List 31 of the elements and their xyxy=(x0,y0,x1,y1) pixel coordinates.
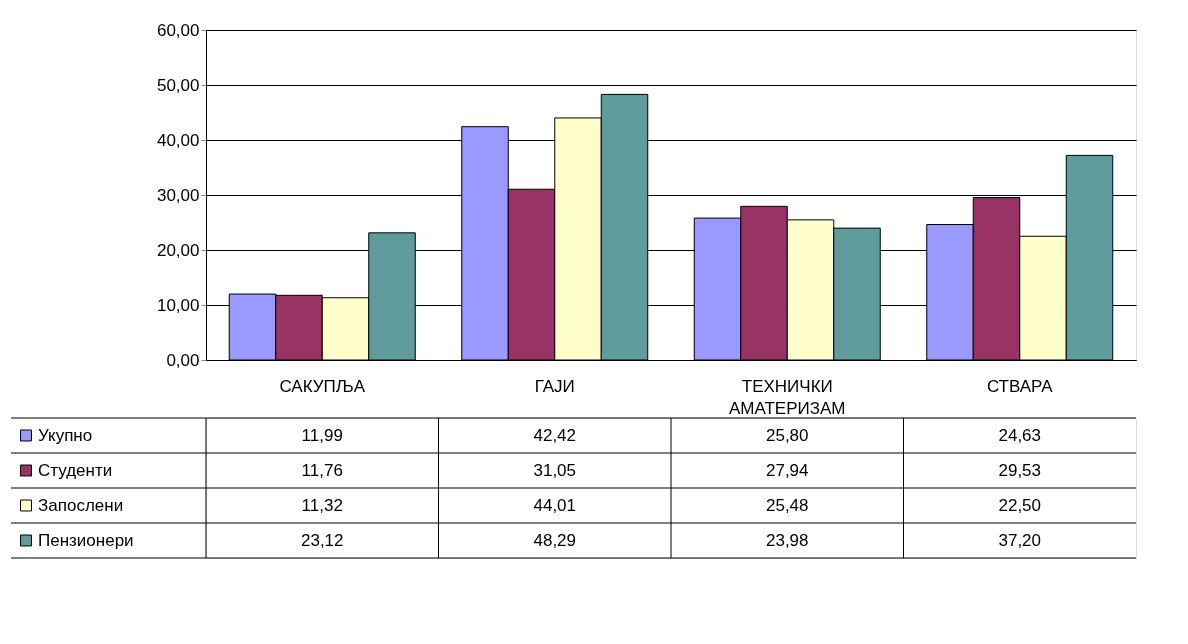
y-tick-label: 60,00 xyxy=(156,20,200,40)
data-label: 23,12 xyxy=(300,530,344,550)
data-label: 44,01 xyxy=(533,495,577,515)
data-label: 23,98 xyxy=(765,530,809,550)
data-label: 11,32 xyxy=(301,495,343,515)
legend-label: Укупно xyxy=(38,425,93,445)
data-label: 29,53 xyxy=(998,460,1042,480)
y-tick-label: 0,00 xyxy=(166,350,200,370)
data-label: 25,48 xyxy=(765,495,809,515)
data-label: 48,29 xyxy=(533,530,577,550)
x-tick-label: ТЕХНИЧКИ АМАТЕРИЗАМ xyxy=(728,376,846,418)
data-label: 42,42 xyxy=(533,425,577,445)
y-tick-label: 20,00 xyxy=(156,240,200,260)
x-tick-label: САКУПЉА xyxy=(279,376,366,396)
y-tick-label: 50,00 xyxy=(156,75,200,95)
y-tick-label: 40,00 xyxy=(156,130,200,150)
data-label: 25,80 xyxy=(765,425,809,445)
y-tick-label: 10,00 xyxy=(156,295,200,315)
legend-label: Запослени xyxy=(38,495,124,515)
x-tick-label: СТВАРА xyxy=(986,376,1054,396)
data-label: 24,63 xyxy=(998,425,1042,445)
data-label: 11,99 xyxy=(301,425,343,445)
data-label: 37,20 xyxy=(998,530,1042,550)
legend-label: Пензионери xyxy=(38,530,134,550)
legend-label: Студенти xyxy=(38,460,113,480)
data-label: 31,05 xyxy=(533,460,577,480)
x-tick-label: ГАЈИ xyxy=(534,376,575,396)
data-label: 27,94 xyxy=(765,460,809,480)
data-label: 22,50 xyxy=(998,495,1042,515)
data-label: 11,76 xyxy=(301,460,343,480)
y-tick-label: 30,00 xyxy=(156,185,200,205)
